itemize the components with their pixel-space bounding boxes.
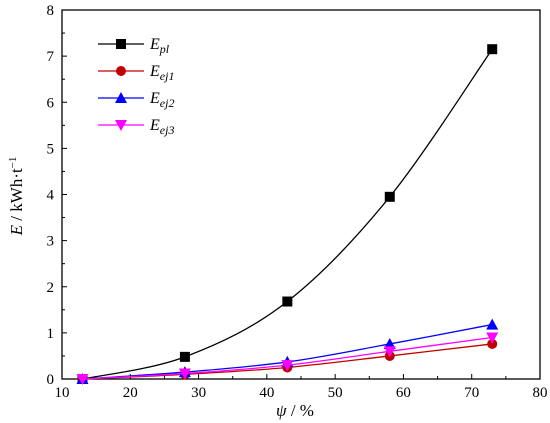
series-ej3 bbox=[76, 332, 499, 385]
legend: Epl Eej1 Eej2 Eej3 bbox=[98, 36, 174, 137]
x-tick-label: 20 bbox=[123, 385, 138, 401]
series-line-pl bbox=[82, 48, 493, 380]
x-tick-label: 50 bbox=[328, 385, 343, 401]
x-tick-label: 60 bbox=[396, 385, 411, 401]
data-point-pl bbox=[487, 44, 498, 55]
data-point-ej3 bbox=[76, 374, 89, 385]
data-point-ej3 bbox=[178, 368, 191, 380]
x-tick-label: 40 bbox=[259, 385, 274, 401]
legend-marker bbox=[116, 39, 126, 49]
legend-marker bbox=[115, 120, 127, 131]
legend-item-ej2: Eej2 bbox=[98, 90, 174, 110]
y-tick-label: 5 bbox=[47, 141, 55, 157]
y-tick-label: 0 bbox=[47, 372, 55, 388]
legend-marker bbox=[116, 66, 126, 76]
x-tick-label: 30 bbox=[191, 385, 206, 401]
plot-frame bbox=[61, 9, 541, 380]
data-point-ej1 bbox=[487, 338, 498, 349]
data-point-pl bbox=[282, 296, 293, 307]
series-pl bbox=[77, 44, 498, 384]
data-point-pl bbox=[384, 191, 395, 202]
legend-label: Epl bbox=[149, 36, 170, 56]
x-tick-label: 80 bbox=[533, 385, 548, 401]
series-layer bbox=[76, 44, 499, 385]
legend-label: Eej1 bbox=[149, 63, 174, 83]
x-tick-label: 10 bbox=[55, 385, 70, 401]
legend-item-pl: Epl bbox=[98, 36, 170, 56]
data-point-ej3 bbox=[281, 360, 294, 372]
y-tick-label: 7 bbox=[47, 49, 55, 65]
data-point-ej2 bbox=[383, 337, 396, 349]
y-tick-label: 4 bbox=[47, 188, 55, 204]
legend-item-ej3: Eej3 bbox=[98, 117, 174, 137]
data-point-ej3 bbox=[383, 346, 396, 358]
y-tick-label: 6 bbox=[47, 95, 55, 111]
legend-marker bbox=[115, 92, 127, 103]
plot-border bbox=[61, 9, 541, 380]
data-point-ej3 bbox=[486, 332, 499, 344]
y-tick-label: 1 bbox=[47, 326, 55, 342]
y-axis-title: E / kWh·t−1 bbox=[7, 157, 26, 237]
legend-item-ej1: Eej1 bbox=[98, 63, 174, 83]
legend-label: Eej3 bbox=[149, 117, 174, 137]
axis-ticks: 10 20 30 40 50 60 70 80 0 1 2 3 4 5 6 7 8 bbox=[47, 3, 548, 401]
data-point-ej2 bbox=[486, 318, 499, 330]
data-point-pl bbox=[179, 351, 190, 362]
y-tick-label: 2 bbox=[47, 280, 55, 296]
y-tick-label: 3 bbox=[47, 234, 55, 250]
x-tick-label: 70 bbox=[464, 385, 479, 401]
legend-label: Eej2 bbox=[149, 90, 174, 110]
x-axis-title: ψ / % bbox=[276, 401, 314, 420]
y-tick-label: 8 bbox=[47, 3, 55, 19]
